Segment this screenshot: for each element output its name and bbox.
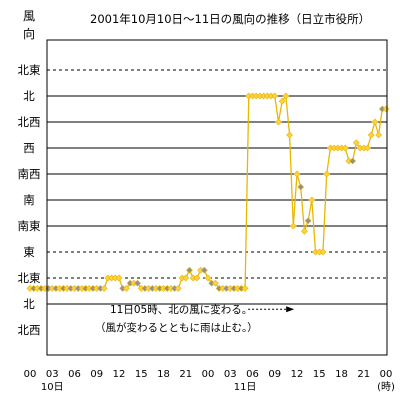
x-tick-label: 00 xyxy=(202,369,215,380)
series-point xyxy=(319,248,327,256)
x-tick-label: 03 xyxy=(46,369,59,380)
series-point xyxy=(186,266,193,274)
y-tick-label: 南東 xyxy=(18,219,41,233)
series-point xyxy=(304,217,312,225)
chart-title: 2001年10月10日～11日の風向の推移（日立市役所） xyxy=(90,12,370,26)
x-date-label: 10日 xyxy=(41,382,64,393)
series-point xyxy=(300,227,308,235)
series-line xyxy=(30,94,386,290)
series-point xyxy=(349,157,357,165)
wind-direction-series xyxy=(26,92,390,292)
y-tick-label: 北東 xyxy=(18,63,41,77)
x-tick-label: 09 xyxy=(268,369,281,380)
x-tick-label: 00 xyxy=(24,369,37,380)
y-tick-label: 北東 xyxy=(18,271,41,285)
series-point xyxy=(367,131,375,139)
series-point xyxy=(297,183,305,191)
annotation-line-2: （風が変わるとともに雨は止む。） xyxy=(95,321,258,334)
series-point xyxy=(282,92,290,100)
series-point xyxy=(341,144,349,152)
series-point xyxy=(241,284,249,292)
series-point xyxy=(200,266,208,274)
y-tick-label: 南西 xyxy=(18,167,41,181)
y-axis-label-char: 風 xyxy=(23,9,35,23)
x-tick-label: 00 xyxy=(380,369,393,380)
series-point xyxy=(100,284,108,292)
y-axis-label-char: 向 xyxy=(23,26,35,41)
x-tick-label: 06 xyxy=(68,369,81,380)
series-point xyxy=(115,274,123,282)
y-tick-label: 西 xyxy=(23,141,35,155)
x-tick-label: 15 xyxy=(313,369,326,380)
series-point xyxy=(204,274,212,282)
series-point xyxy=(122,284,130,292)
series-point xyxy=(364,144,371,152)
x-tick-label: 18 xyxy=(335,369,348,380)
series-point xyxy=(352,139,360,147)
annotation-line-1: 11日05時、北の風に変わる。 xyxy=(110,303,252,316)
x-tick-label: 18 xyxy=(157,369,170,380)
x-tick-label: 15 xyxy=(135,369,148,380)
series-point xyxy=(174,284,182,292)
series-point xyxy=(375,131,383,139)
x-tick-label: 21 xyxy=(179,369,192,380)
y-tick-label: 北 xyxy=(23,89,35,103)
x-tick-label: 03 xyxy=(224,369,237,380)
x-tick-label: 06 xyxy=(246,369,259,380)
series-point xyxy=(323,170,331,178)
x-tick-label: 12 xyxy=(113,369,126,380)
series-point xyxy=(293,170,301,178)
x-unit-label: (時) xyxy=(377,381,395,393)
plot-frame xyxy=(46,39,388,356)
series-point xyxy=(182,274,190,282)
x-date-label: 11日 xyxy=(234,382,257,393)
series-point xyxy=(382,105,390,113)
x-tick-label: 12 xyxy=(291,369,304,380)
annotation: 11日05時、北の風に変わる。 （風が変わるとともに雨は止む。） xyxy=(95,303,295,334)
series-point xyxy=(286,131,294,139)
y-tick-label: 北西 xyxy=(18,323,41,337)
series-point xyxy=(275,118,282,126)
x-tick-label: 21 xyxy=(357,369,370,380)
y-tick-label: 東 xyxy=(23,245,35,259)
grid-lines xyxy=(47,69,387,305)
x-tick-label: 09 xyxy=(90,369,103,380)
series-point xyxy=(308,196,316,204)
series-point xyxy=(134,279,141,287)
x-tick-labels: 00 03 06 09 12 15 18 21 00 03 06 09 12 15 18 21 00 10日 11日… xyxy=(24,369,395,393)
series-point xyxy=(371,118,379,126)
series-point xyxy=(289,222,297,230)
series-point xyxy=(278,97,286,105)
y-tick-label: 北西 xyxy=(18,115,41,129)
series-point xyxy=(211,279,219,287)
y-tick-label: 北 xyxy=(23,297,35,311)
series-point xyxy=(271,92,279,100)
annotation-arrow-head xyxy=(286,306,295,313)
y-tick-label: 南 xyxy=(23,193,35,207)
series-point xyxy=(193,274,201,282)
